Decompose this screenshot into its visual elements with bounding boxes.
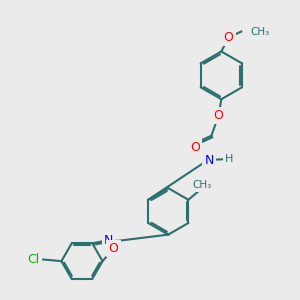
- Text: N: N: [204, 154, 214, 167]
- Text: O: O: [109, 242, 118, 255]
- Text: O: O: [190, 141, 200, 154]
- Text: CH₃: CH₃: [250, 27, 270, 37]
- Text: Cl: Cl: [27, 253, 39, 266]
- Text: O: O: [214, 109, 224, 122]
- Text: H: H: [225, 154, 233, 164]
- Text: N: N: [104, 234, 113, 247]
- Text: CH₃: CH₃: [192, 180, 211, 190]
- Text: O: O: [224, 31, 234, 44]
